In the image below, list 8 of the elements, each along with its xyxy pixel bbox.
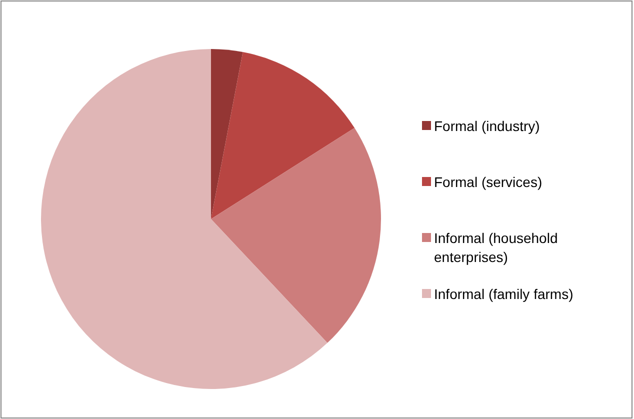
legend-label: Informal (household enterprises) — [434, 230, 558, 265]
legend-label: Informal (family farms) — [434, 286, 574, 302]
legend-label: Formal (services) — [434, 174, 542, 190]
pie-slice — [211, 52, 355, 219]
pie-slice — [211, 128, 381, 343]
legend-label: Formal (industry) — [434, 118, 540, 134]
pie-slice — [211, 49, 243, 219]
pie-slice — [41, 49, 328, 389]
